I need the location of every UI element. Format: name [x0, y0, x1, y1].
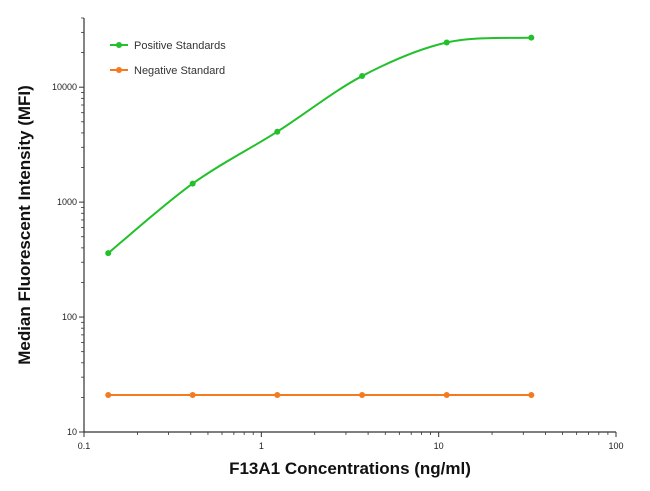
legend: Positive Standards Negative Standard: [110, 40, 226, 77]
y-tick-label: 10000: [52, 82, 77, 92]
series-line-positive-standards: [107, 36, 532, 254]
x-tick-label: 1: [259, 441, 264, 451]
x-tick-label: 0.1: [78, 441, 91, 451]
ticks: 0.1 1 10 100 10 100 1000 10000: [52, 17, 624, 451]
data-point-negative-standard: [443, 391, 450, 398]
axes: [83, 18, 616, 433]
x-tick-label: 10: [434, 441, 444, 451]
data-point-positive-standards: [189, 180, 196, 187]
series-layer: [105, 34, 535, 398]
data-point-positive-standards: [528, 34, 535, 41]
data-point-negative-standard: [105, 391, 112, 398]
legend-label-negative-standard: Negative Standard: [134, 65, 225, 77]
data-point-negative-standard: [359, 391, 366, 398]
legend-swatch-marker-positive-standards: [116, 42, 122, 48]
data-point-negative-standard: [528, 391, 535, 398]
legend-swatch-marker-negative-standard: [116, 67, 122, 73]
data-point-positive-standards: [274, 128, 281, 135]
data-point-positive-standards: [105, 250, 112, 257]
x-axis-title: F13A1 Concentrations (ng/ml): [229, 459, 471, 478]
data-point-positive-standards: [443, 39, 450, 46]
data-point-negative-standard: [189, 391, 196, 398]
y-tick-label: 1000: [57, 197, 77, 207]
legend-label-positive-standards: Positive Standards: [134, 40, 226, 52]
data-point-positive-standards: [359, 73, 366, 80]
y-tick-label: 10: [67, 427, 77, 437]
x-tick-label: 100: [608, 441, 623, 451]
data-point-negative-standard: [274, 391, 281, 398]
y-tick-label: 100: [62, 312, 77, 322]
y-axis-title: Median Fluorescent Intensity (MFI): [15, 85, 34, 365]
